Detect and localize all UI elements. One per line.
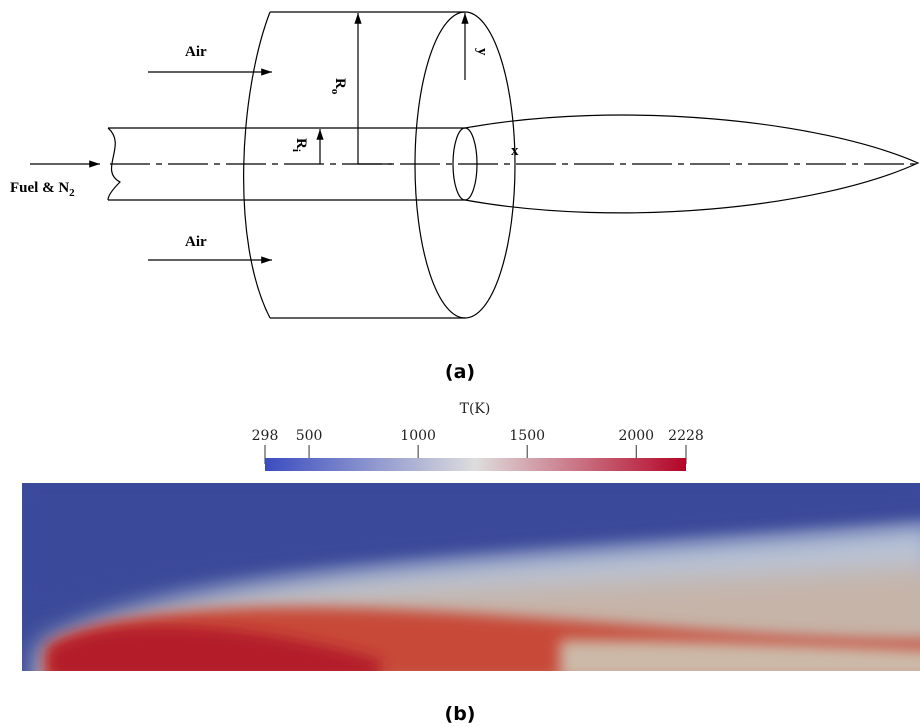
label: R (293, 138, 309, 149)
tick-label: 2000 (618, 428, 654, 444)
pipe-end (452, 127, 478, 201)
colorbar-ticks: 298 500 1000 1500 2000 2228 (252, 428, 704, 464)
flame-outline (464, 114, 920, 214)
caption: (a) (445, 361, 475, 383)
temperature-field (22, 483, 920, 671)
subscript: 2 (69, 187, 75, 199)
tick-label: 2228 (668, 428, 704, 444)
label: x (511, 143, 519, 159)
label: R (332, 78, 348, 89)
label: Ri (290, 138, 309, 152)
caption: (b) (445, 703, 476, 725)
tick-label: 1000 (400, 428, 436, 444)
subscript: i (290, 149, 302, 152)
burner-diagram: Air Air Fuel & N2 Ro Ri y x (10, 11, 920, 319)
label: Fuel & N (10, 180, 69, 196)
subscript: o (329, 89, 341, 95)
label: Air (185, 44, 207, 60)
tick-label: 500 (296, 428, 323, 444)
tick-label: 298 (252, 428, 279, 444)
label: Air (185, 234, 207, 250)
colorbar (265, 458, 686, 471)
label: Ro (329, 78, 348, 95)
fuel-pipe (107, 127, 465, 201)
cylinder-face (414, 11, 516, 319)
colorbar-title: T(K) (460, 401, 491, 417)
label: Fuel & N2 (10, 180, 75, 199)
air-cylinder (243, 11, 465, 319)
label: y (474, 48, 490, 56)
tick-label: 1500 (509, 428, 545, 444)
